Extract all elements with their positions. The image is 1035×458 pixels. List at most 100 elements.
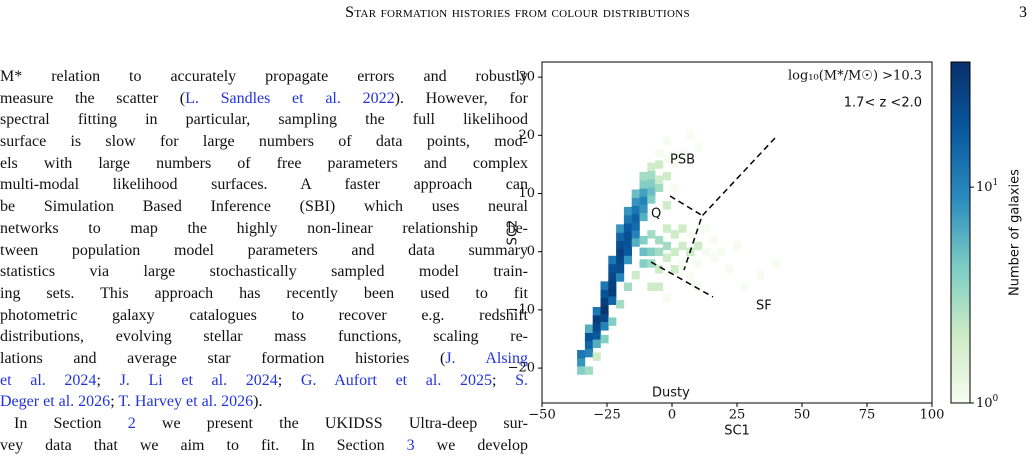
- y-axis-label: SC2: [506, 220, 521, 246]
- region-boundaries: [650, 137, 776, 298]
- x-tick-label: 50: [794, 408, 811, 423]
- text-line: els with large numbers of free parameter…: [0, 153, 528, 175]
- histogram-cell: [584, 366, 593, 375]
- histogram-cell: [592, 306, 601, 316]
- text-line: spectral fitting in particular, sampling…: [0, 109, 528, 131]
- histogram-cell: [577, 366, 586, 375]
- histogram-cell: [662, 253, 671, 262]
- histogram-cell: [631, 270, 640, 280]
- histogram-cell: [678, 224, 687, 233]
- histogram-cell: [647, 247, 656, 257]
- figure: −50 −25 0 25 50 75 100−20−100102030SC1SC2log₁₀…: [506, 61, 1023, 439]
- citation-link[interactable]: 3: [406, 436, 415, 454]
- histogram-cell: [678, 259, 687, 268]
- citation-link[interactable]: J. Alsing: [445, 349, 529, 367]
- text: ;: [492, 371, 516, 389]
- histogram-cell: [608, 288, 617, 297]
- histogram-cell: [577, 350, 586, 359]
- histogram-cell: [655, 235, 664, 245]
- histogram-cell: [662, 201, 671, 210]
- histogram-cell: [686, 230, 695, 239]
- histogram-cell: [655, 282, 664, 291]
- y-tick-label: 0: [527, 244, 535, 259]
- histogram-cell: [631, 238, 640, 247]
- text-line: In Section 2 we present the UKIDSS Ultra…: [0, 413, 528, 435]
- histogram-cell: [631, 189, 640, 198]
- text: ;: [110, 393, 119, 411]
- histogram-cell: [694, 282, 703, 291]
- histogram-cell: [709, 235, 718, 245]
- header-title: Star formation histories from colour dis…: [345, 4, 690, 21]
- citation-link[interactable]: S.: [515, 371, 529, 389]
- citation-link[interactable]: 2: [127, 415, 136, 432]
- running-header: Star formation histories from colour dis…: [0, 4, 1035, 26]
- histogram-cell: [655, 175, 664, 184]
- histogram-cell: [608, 296, 617, 305]
- text: In Section: [14, 415, 128, 432]
- histogram-cell: [701, 224, 710, 233]
- citation-link[interactable]: G. Aufort et al. 2025: [300, 371, 492, 389]
- histogram-cell: [639, 259, 648, 268]
- histogram-cell: [623, 223, 632, 232]
- region-label: SF: [756, 299, 772, 314]
- text-line: distributions, evolving stellar mass fun…: [0, 326, 528, 348]
- histogram-cell: [608, 263, 617, 273]
- histogram-cell: [662, 137, 671, 146]
- histogram-cell: [584, 348, 593, 358]
- text: lations and average star formation histo…: [0, 349, 446, 367]
- text: networks to map the highly non-linear re…: [0, 219, 528, 237]
- text: ). However, for: [394, 89, 529, 107]
- histogram-cell: [670, 247, 679, 257]
- colorbar-tick-label: 101: [976, 178, 998, 195]
- y-tick-label: 20: [518, 128, 535, 143]
- x-tick-label: 75: [859, 408, 876, 423]
- histogram-cell: [623, 206, 632, 216]
- citation-link[interactable]: et al. 2024: [0, 371, 97, 389]
- histogram-cell: [639, 188, 648, 197]
- text-line: surface is slow for large numbers of dat…: [0, 131, 528, 153]
- colorbar-tick-label: 100: [976, 394, 999, 411]
- histogram-cell: [631, 197, 640, 207]
- x-tick-label: 25: [729, 408, 746, 423]
- histogram-cell: [600, 334, 609, 344]
- histogram-cell: [647, 259, 656, 268]
- x-tick-label: −25: [593, 408, 620, 423]
- histogram-cell: [639, 247, 648, 257]
- histogram-cell: [686, 270, 695, 280]
- text: photometric galaxy catalogues to recover…: [0, 306, 528, 324]
- region-label: Dusty: [652, 386, 690, 401]
- boundary-line: [650, 261, 714, 298]
- histogram-cell: [616, 232, 625, 241]
- region-label: PSB: [670, 153, 695, 168]
- histogram-cell: [623, 282, 632, 291]
- text-line: photometric galaxy catalogues to recover…: [0, 305, 528, 327]
- histogram-cell: [600, 297, 609, 307]
- paragraph: In Section 2 we present the UKIDSS Ultra…: [0, 413, 528, 456]
- citation-link[interactable]: T. Harvey et al. 2026: [118, 393, 254, 411]
- histogram-cell: [623, 247, 632, 257]
- histogram-cell: [655, 160, 664, 169]
- text: surface is slow for large numbers of dat…: [0, 133, 528, 151]
- text: measure the scatter (: [0, 89, 186, 107]
- histogram-cell: [647, 162, 656, 172]
- citation-link[interactable]: L. Sandles et al. 2022: [185, 89, 395, 107]
- histogram-cell: [655, 265, 664, 274]
- histogram-cell: [662, 154, 671, 163]
- histogram-cell: [756, 270, 765, 280]
- histogram-cell: [616, 265, 625, 274]
- histogram-cell: [709, 253, 718, 262]
- histogram-cell: [639, 235, 648, 245]
- histogram-cell: [616, 240, 625, 250]
- histogram-cell: [647, 282, 656, 291]
- histogram-cell: [631, 222, 640, 231]
- citation-link[interactable]: Deger et al. 2026: [0, 393, 111, 411]
- citation-link[interactable]: J. Li et al. 2024: [119, 371, 278, 389]
- histogram-cell: [662, 224, 671, 233]
- histogram-cell: [686, 131, 695, 140]
- histogram-cell: [623, 231, 632, 240]
- colorbar-label: Number of galaxies: [1008, 169, 1023, 296]
- histogram-cell: [678, 148, 687, 158]
- y-tick-label: −10: [508, 302, 535, 317]
- histogram-cell: [725, 265, 734, 274]
- histogram-cell: [670, 265, 679, 274]
